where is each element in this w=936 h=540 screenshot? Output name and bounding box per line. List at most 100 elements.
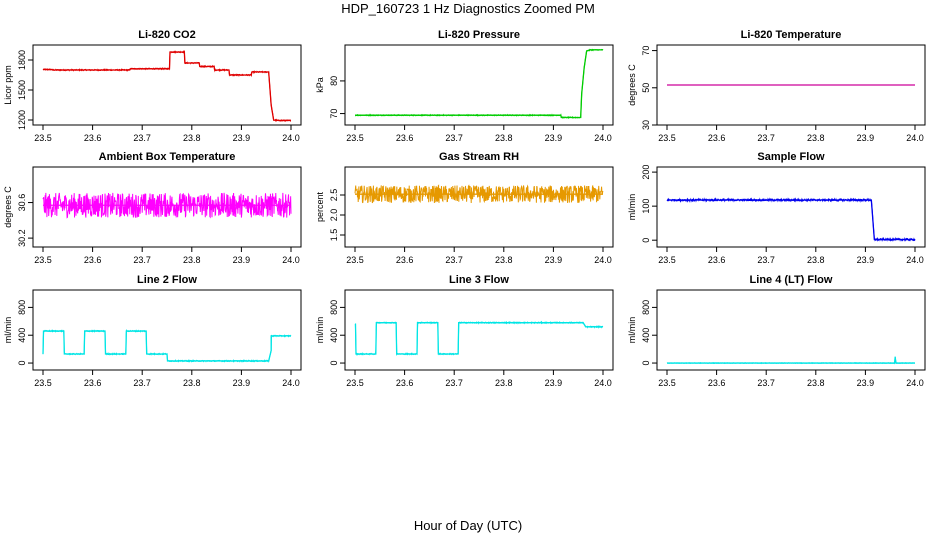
series-line [354, 48, 604, 120]
x-tick-label: 23.5 [34, 255, 52, 265]
y-tick-label: 80 [329, 76, 339, 86]
y-tick-label: 2.0 [329, 209, 339, 222]
panel-4: Ambient Box Temperature 23.5 23.6 23.7 23.8 2… [3, 151, 302, 265]
plot-frame [344, 166, 614, 248]
panel-title: Line 3 Flow [449, 274, 509, 286]
x-tick-label: 23.7 [757, 255, 775, 265]
panel-3: Li-820 Temperature 23.5 23.6 23.7 23.8 23.9 24… [627, 29, 926, 143]
x-tick-label: 23.8 [183, 133, 201, 143]
x-tick-label: 23.5 [346, 133, 364, 143]
y-axis-label: ml/min [315, 317, 325, 344]
y-tick-label: 30.2 [17, 229, 27, 247]
x-tick-label: 23.5 [658, 378, 676, 388]
panel-2: Li-820 Pressure 23.5 23.6 23.7 23.8 23.9 24.0 7… [315, 29, 614, 143]
series-line [42, 50, 292, 123]
x-tick-label: 23.6 [84, 133, 102, 143]
y-tick-label: 800 [17, 300, 27, 315]
x-tick-label: 23.5 [346, 255, 364, 265]
x-tick-label: 23.8 [495, 378, 513, 388]
x-tick-label: 23.9 [233, 255, 251, 265]
plot-frame [656, 166, 926, 248]
x-tick-label: 23.9 [233, 133, 251, 143]
y-tick-label: 70 [641, 46, 651, 56]
panel-8: Line 3 Flow 23.5 23.6 23.7 23.8 23.9 24.0 0 400 8… [315, 274, 614, 388]
y-tick-label: 100 [641, 199, 651, 214]
y-axis-label: degrees C [627, 64, 637, 106]
x-tick-label: 24.0 [282, 255, 300, 265]
x-tick-label: 24.0 [282, 378, 300, 388]
y-tick-label: 1800 [17, 50, 27, 70]
y-tick-label: 1.5 [329, 229, 339, 242]
x-tick-label: 23.5 [34, 133, 52, 143]
x-tick-label: 23.9 [857, 255, 875, 265]
series-line-trend [667, 356, 915, 364]
x-tick-label: 23.9 [545, 255, 563, 265]
x-tick-label: 23.8 [807, 255, 825, 265]
plot-frame [32, 166, 302, 248]
x-tick-label: 23.8 [495, 255, 513, 265]
x-tick-label: 24.0 [906, 255, 924, 265]
x-tick-label: 23.7 [133, 378, 151, 388]
panel-5: Gas Stream RH 23.5 23.6 23.7 23.8 23.9 24.0 1.5… [315, 151, 614, 265]
y-axis-label: ml/min [627, 317, 637, 344]
figure-title: HDP_160723 1 Hz Diagnostics Zoomed PM [341, 1, 595, 16]
x-tick-label: 23.7 [757, 378, 775, 388]
series-line [354, 184, 604, 204]
plot-frame [344, 289, 614, 371]
x-tick-label: 24.0 [906, 378, 924, 388]
x-tick-label: 23.8 [183, 255, 201, 265]
y-axis-label: ml/min [627, 194, 637, 221]
x-axis-label: Hour of Day (UTC) [413, 518, 523, 533]
panel-1: Li-820 CO2 23.5 23.6 23.7 23.8 23.9 24.0 1200 15… [3, 29, 302, 143]
y-axis-label: kPa [315, 77, 325, 93]
panel-7: Line 2 Flow 23.5 23.6 23.7 23.8 23.9 24.0 0 400 8… [3, 274, 302, 388]
x-tick-label: 24.0 [594, 133, 612, 143]
x-tick-label: 23.8 [495, 133, 513, 143]
x-tick-label: 24.0 [282, 133, 300, 143]
y-tick-label: 400 [641, 328, 651, 343]
panel-title: Li-820 CO2 [138, 29, 195, 41]
y-tick-label: 0 [329, 361, 339, 366]
x-tick-label: 23.9 [233, 378, 251, 388]
panel-6: Sample Flow 23.5 23.6 23.7 23.8 23.9 24.0 0 100 2… [627, 151, 926, 265]
panel-title: Line 4 (LT) Flow [750, 274, 833, 286]
y-axis-label: Licor ppm [3, 65, 13, 105]
y-tick-label: 50 [641, 83, 651, 93]
x-tick-label: 23.6 [396, 378, 414, 388]
y-axis-label: percent [315, 191, 325, 222]
x-tick-label: 23.6 [708, 378, 726, 388]
panel-9: Line 4 (LT) Flow 23.5 23.6 23.7 23.8 23.9 24.0… [627, 274, 926, 388]
y-tick-label: 30.6 [17, 194, 27, 212]
y-axis-label: degrees C [3, 186, 13, 228]
series-line [666, 356, 916, 365]
y-tick-label: 0 [17, 361, 27, 366]
plot-frame [344, 44, 614, 126]
x-tick-label: 23.6 [84, 378, 102, 388]
x-tick-label: 23.7 [133, 255, 151, 265]
panel-title: Li-820 Temperature [741, 29, 842, 41]
y-tick-label: 400 [17, 328, 27, 343]
plot-frame [656, 44, 926, 126]
y-tick-label: 1200 [17, 110, 27, 130]
series-line-trend [43, 51, 291, 122]
x-tick-label: 23.6 [396, 133, 414, 143]
y-axis-label: ml/min [3, 317, 13, 344]
x-tick-label: 23.9 [545, 133, 563, 143]
x-tick-label: 23.5 [658, 255, 676, 265]
x-tick-label: 24.0 [594, 378, 612, 388]
x-tick-label: 24.0 [594, 255, 612, 265]
series-line-trend [667, 199, 915, 241]
x-tick-label: 23.6 [84, 255, 102, 265]
x-tick-label: 23.7 [133, 133, 151, 143]
series-line-trend [355, 49, 603, 119]
series-line-trend [354, 322, 603, 355]
plot-frame [32, 44, 302, 126]
x-tick-label: 23.9 [857, 133, 875, 143]
y-tick-label: 2.5 [329, 189, 339, 202]
y-tick-label: 800 [641, 300, 651, 315]
panel-title: Ambient Box Temperature [99, 151, 236, 163]
x-tick-label: 23.7 [445, 378, 463, 388]
series-line [666, 197, 916, 243]
y-tick-label: 70 [329, 109, 339, 119]
